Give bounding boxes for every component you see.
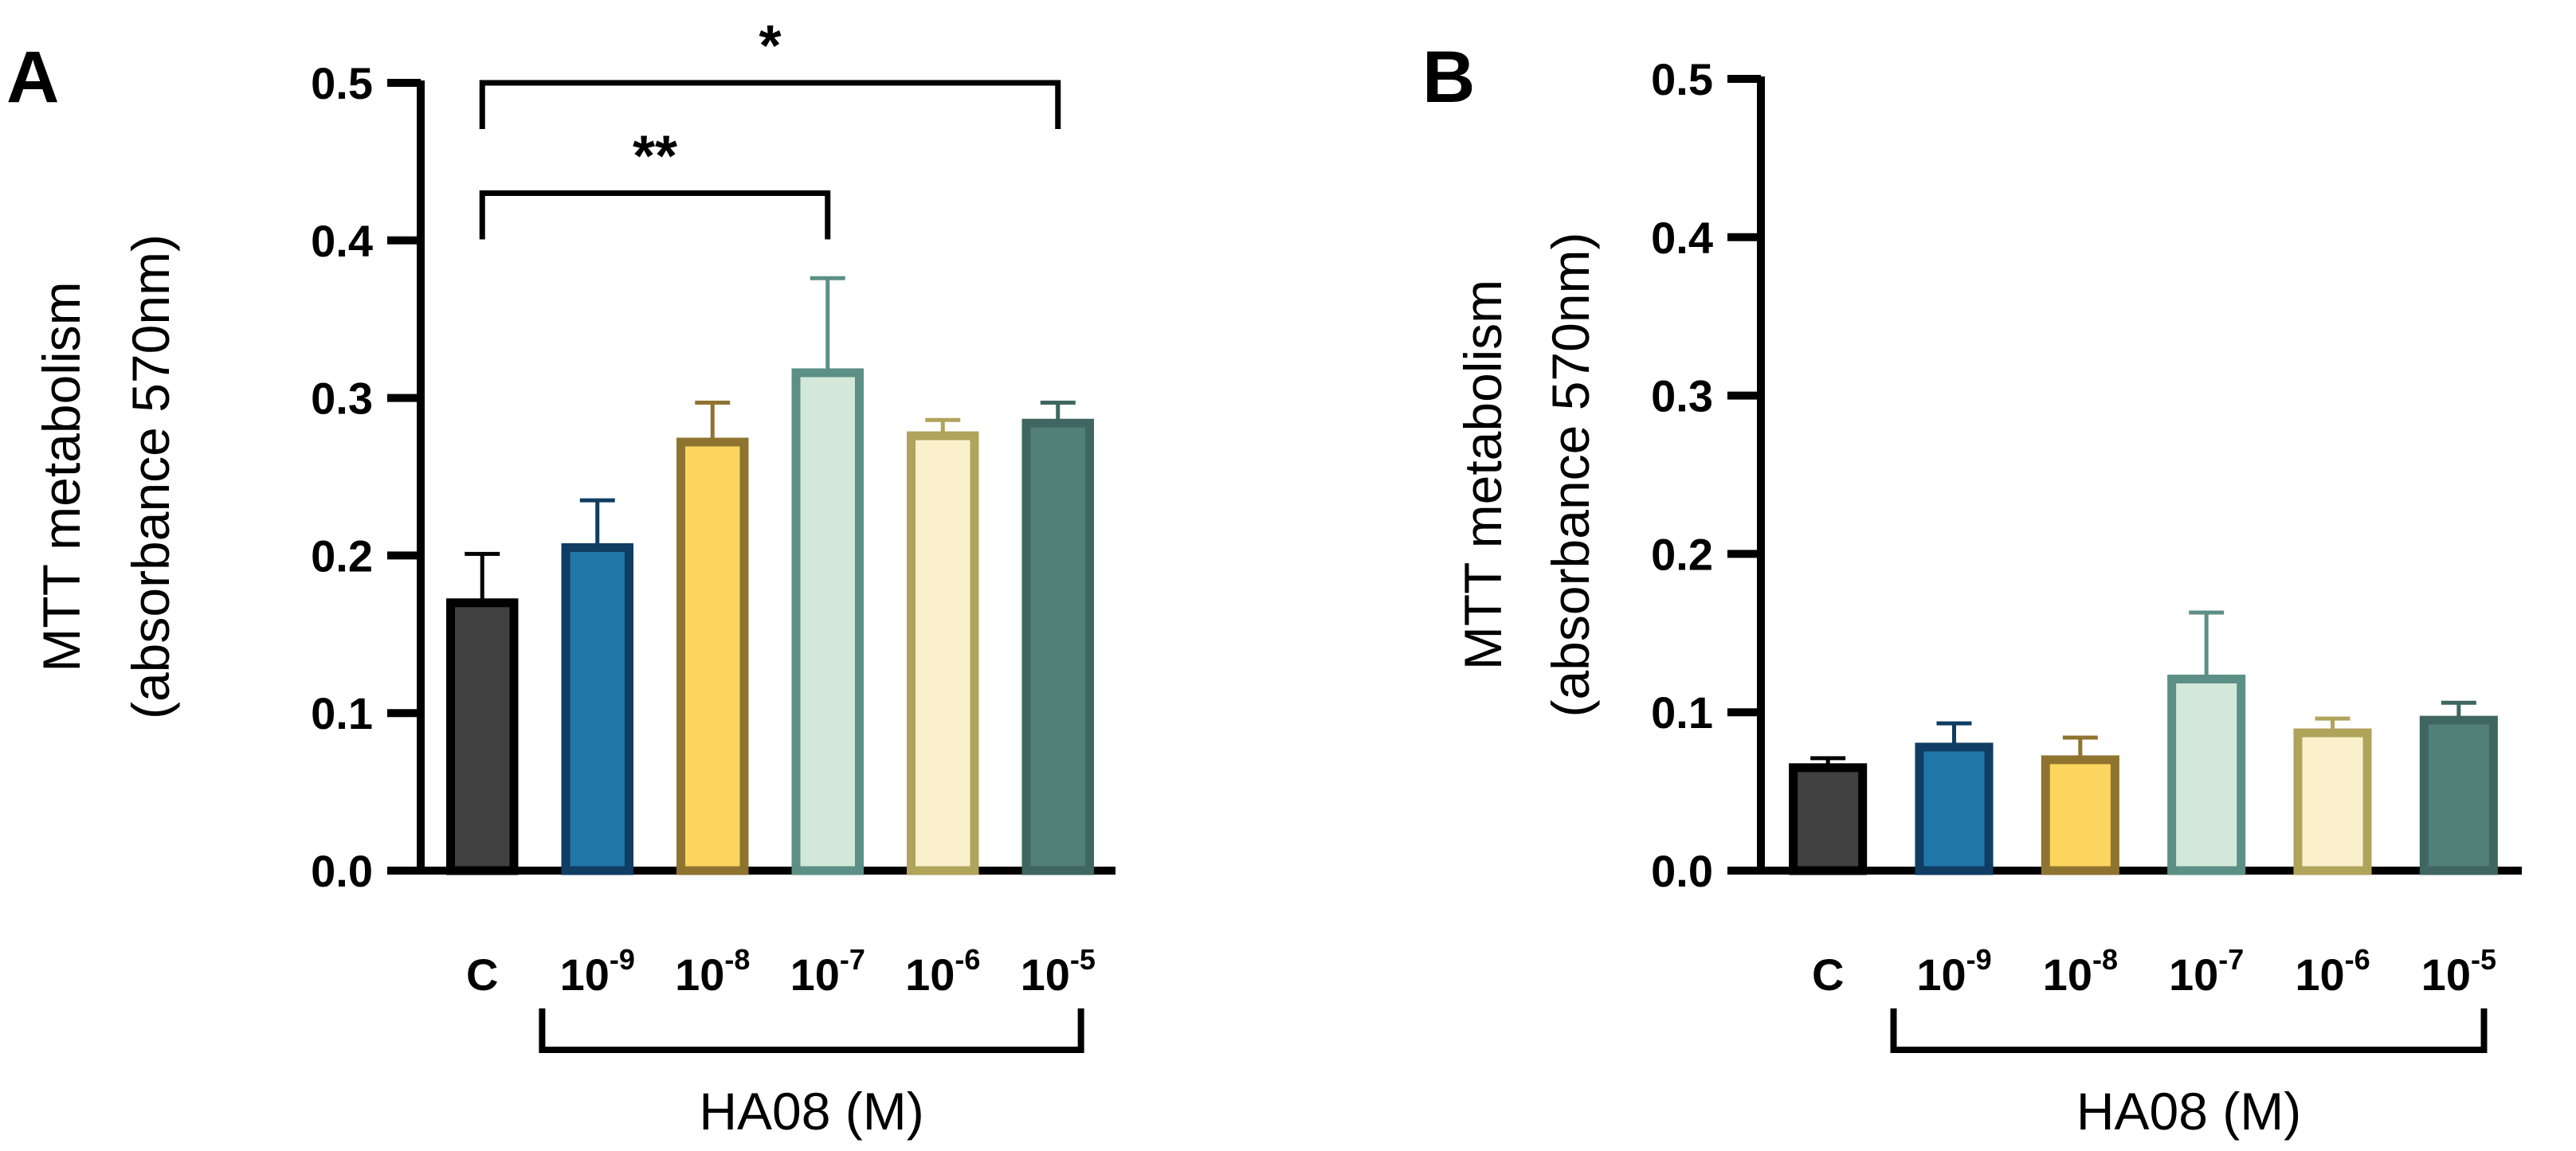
- group-label: HA08 (M): [2076, 1082, 2301, 1141]
- y-axis-label-line2: (absorbance 570nm): [1541, 232, 1600, 717]
- x-category-label: C: [1812, 949, 1844, 1000]
- y-tick-label: 0.1: [311, 688, 373, 738]
- x-category-exponent: -9: [610, 943, 635, 976]
- bar: [2293, 728, 2372, 875]
- x-category-exponent: -7: [2218, 943, 2244, 976]
- x-category-base: C: [466, 949, 498, 1000]
- x-category-exponent: -9: [1966, 943, 1992, 976]
- x-category-label: 10-6: [905, 943, 980, 1000]
- x-category-exponent: -8: [724, 943, 750, 976]
- bar: [446, 598, 519, 875]
- group-bracket: [1890, 1008, 2488, 1053]
- bar: [1789, 763, 1868, 875]
- y-axis-label-line1: MTT metabolism: [32, 281, 91, 671]
- bar: [561, 543, 633, 875]
- x-category-label: 10-6: [2295, 943, 2370, 1000]
- bar: [2419, 715, 2498, 875]
- significance-label: *: [759, 14, 781, 78]
- x-category-base: C: [1812, 949, 1844, 1000]
- group-label: HA08 (M): [699, 1082, 923, 1141]
- significance-bracket: [479, 190, 831, 240]
- x-category-base: 10: [1916, 949, 1966, 1000]
- panel-b: B MTT metabolism (absorbance 570nm) 0.0 0.1 0…: [1422, 37, 2522, 1141]
- x-category-exponent: -7: [840, 943, 865, 976]
- x-category-label: 10-5: [2421, 943, 2496, 1000]
- x-category-base: 10: [560, 949, 610, 1000]
- significance-label: **: [633, 124, 677, 188]
- x-category-label: 10-5: [1021, 943, 1096, 1000]
- x-category-exponent: -6: [955, 943, 980, 976]
- x-category-label: 10-9: [560, 943, 635, 1000]
- bar: [2041, 755, 2119, 875]
- bar: [2167, 674, 2246, 875]
- group-bracket: [539, 1008, 1084, 1053]
- y-tick-label: 0.0: [1651, 846, 1713, 896]
- y-tick-label: 0.3: [311, 374, 373, 424]
- x-category-exponent: -8: [2092, 943, 2118, 976]
- x-category-base: 10: [2043, 949, 2092, 1000]
- x-category-label: C: [466, 949, 498, 1000]
- bar: [1915, 742, 1994, 875]
- significance-bracket: [479, 80, 1061, 129]
- x-category-label: 10-7: [790, 943, 865, 1000]
- y-tick-label: 0.1: [1651, 687, 1713, 738]
- x-category-base: 10: [2421, 949, 2471, 1000]
- panel-letter: B: [1422, 37, 1475, 118]
- x-category-base: 10: [2295, 949, 2344, 1000]
- bar: [907, 431, 979, 875]
- panel-letter: A: [6, 37, 59, 118]
- bar: [676, 437, 749, 875]
- bar: [791, 368, 864, 875]
- y-tick-label: 0.2: [311, 530, 373, 581]
- x-category-label: 10-8: [2043, 943, 2118, 1000]
- x-category-label: 10-9: [1916, 943, 1991, 1000]
- y-tick-label: 0.5: [1651, 54, 1713, 104]
- x-category-base: 10: [790, 949, 840, 1000]
- x-category-base: 10: [905, 949, 955, 1000]
- y-axis-label-line2: (absorbance 570nm): [121, 234, 180, 719]
- y-tick-label: 0.4: [311, 216, 373, 266]
- x-category-base: 10: [1021, 949, 1070, 1000]
- y-tick-label: 0.2: [1651, 529, 1713, 579]
- y-tick-label: 0.0: [311, 846, 373, 896]
- x-category-exponent: -5: [1070, 943, 1096, 976]
- x-category-base: 10: [2169, 949, 2218, 1000]
- x-category-exponent: -5: [2471, 943, 2496, 976]
- x-category-label: 10-8: [675, 943, 750, 1000]
- bar: [1021, 418, 1094, 875]
- x-category-exponent: -6: [2345, 943, 2370, 976]
- y-tick-label: 0.5: [311, 58, 373, 108]
- panel-a: A MTT metabolism (absorbance 570nm) 0.0 0.1 0…: [6, 14, 1115, 1141]
- y-axis-label-line1: MTT metabolism: [1453, 280, 1512, 670]
- x-category-label: 10-7: [2169, 943, 2244, 1000]
- x-category-base: 10: [675, 949, 724, 1000]
- y-tick-label: 0.4: [1651, 213, 1713, 263]
- y-tick-label: 0.3: [1651, 371, 1713, 421]
